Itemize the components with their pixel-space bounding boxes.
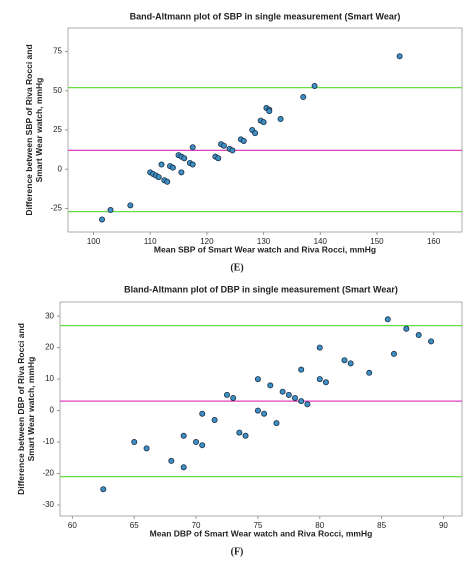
plot-area <box>67 27 463 233</box>
point <box>316 376 323 383</box>
y-tick-label: 25 <box>53 125 62 134</box>
x-tick-label: 90 <box>439 521 448 530</box>
x-tick-label: 120 <box>200 237 214 246</box>
point <box>285 391 292 398</box>
x-tick-label: 85 <box>377 521 386 530</box>
point <box>366 369 373 376</box>
point <box>230 394 237 401</box>
point <box>236 429 243 436</box>
point <box>396 53 403 60</box>
point <box>322 379 329 386</box>
point <box>390 350 397 357</box>
plot-area <box>59 301 463 517</box>
point <box>199 442 206 449</box>
point <box>254 376 261 383</box>
y-tick-label: -20 <box>42 469 54 478</box>
point <box>403 325 410 332</box>
point <box>347 360 354 367</box>
x-tick-label: 80 <box>315 521 324 530</box>
x-tick-label: 70 <box>192 521 201 530</box>
y-tick-label: -10 <box>42 437 54 446</box>
point <box>178 169 185 176</box>
point <box>189 144 196 151</box>
point <box>99 216 106 223</box>
point <box>304 401 311 408</box>
x-tick-label: 100 <box>87 237 101 246</box>
panel-label: (E) <box>230 262 243 273</box>
point <box>181 155 188 162</box>
point <box>316 344 323 351</box>
point <box>107 207 114 214</box>
y-tick-label: 10 <box>45 374 54 383</box>
chart-title: Bland-Altmann plot of DBP in single meas… <box>124 284 398 294</box>
point <box>384 316 391 323</box>
point <box>298 366 305 373</box>
point <box>240 137 247 144</box>
point <box>131 439 138 446</box>
point <box>252 130 259 137</box>
point <box>193 439 200 446</box>
point <box>292 394 299 401</box>
point <box>155 174 162 181</box>
point <box>300 94 307 101</box>
y-tick-label: 0 <box>50 406 55 415</box>
point <box>261 410 268 417</box>
point <box>298 398 305 405</box>
y-tick-label: 20 <box>45 343 54 352</box>
point <box>428 338 435 345</box>
x-axis-label: Mean DBP of Smart Wear watch and Riva Ro… <box>150 528 373 538</box>
point <box>273 420 280 427</box>
x-tick-label: 60 <box>68 521 77 530</box>
point <box>180 464 187 471</box>
point <box>341 357 348 364</box>
point <box>100 486 107 493</box>
y-tick-label: 30 <box>45 311 54 320</box>
point <box>127 202 134 209</box>
point <box>199 410 206 417</box>
point <box>266 108 273 115</box>
point <box>220 142 227 149</box>
y-tick-label: -30 <box>42 500 54 509</box>
x-tick-label: 160 <box>427 237 441 246</box>
point <box>277 116 284 123</box>
y-tick-label: -25 <box>50 204 62 213</box>
y-axis-label: Difference between SBP of Riva Rocci and… <box>24 44 44 215</box>
point <box>158 161 165 168</box>
point <box>211 417 218 424</box>
x-axis-label: Mean SBP of Smart Wear watch and Riva Ro… <box>154 244 376 254</box>
point <box>143 445 150 452</box>
point <box>215 155 222 162</box>
x-tick-label: 75 <box>253 521 262 530</box>
x-tick-label: 65 <box>130 521 139 530</box>
point <box>242 432 249 439</box>
point <box>254 407 261 414</box>
point <box>180 432 187 439</box>
point <box>267 382 274 389</box>
y-axis-label: Difference between DBP of Riva Rocci and… <box>16 323 36 495</box>
x-tick-label: 140 <box>314 237 328 246</box>
point <box>311 83 318 90</box>
x-tick-label: 130 <box>257 237 271 246</box>
point <box>169 164 176 171</box>
point <box>260 119 267 126</box>
y-tick-label: 0 <box>58 164 63 173</box>
point <box>415 332 422 339</box>
point <box>189 161 196 168</box>
x-tick-label: 110 <box>144 237 157 246</box>
y-tick-label: 50 <box>53 86 62 95</box>
point <box>164 178 171 185</box>
panel-label: (F) <box>231 546 244 557</box>
x-tick-label: 150 <box>370 237 384 246</box>
point <box>229 147 236 154</box>
y-tick-label: 75 <box>53 47 62 56</box>
point <box>223 391 230 398</box>
point <box>279 388 286 395</box>
point <box>168 457 175 464</box>
chart-title: Band-Altmann plot of SBP in single measu… <box>130 11 401 21</box>
